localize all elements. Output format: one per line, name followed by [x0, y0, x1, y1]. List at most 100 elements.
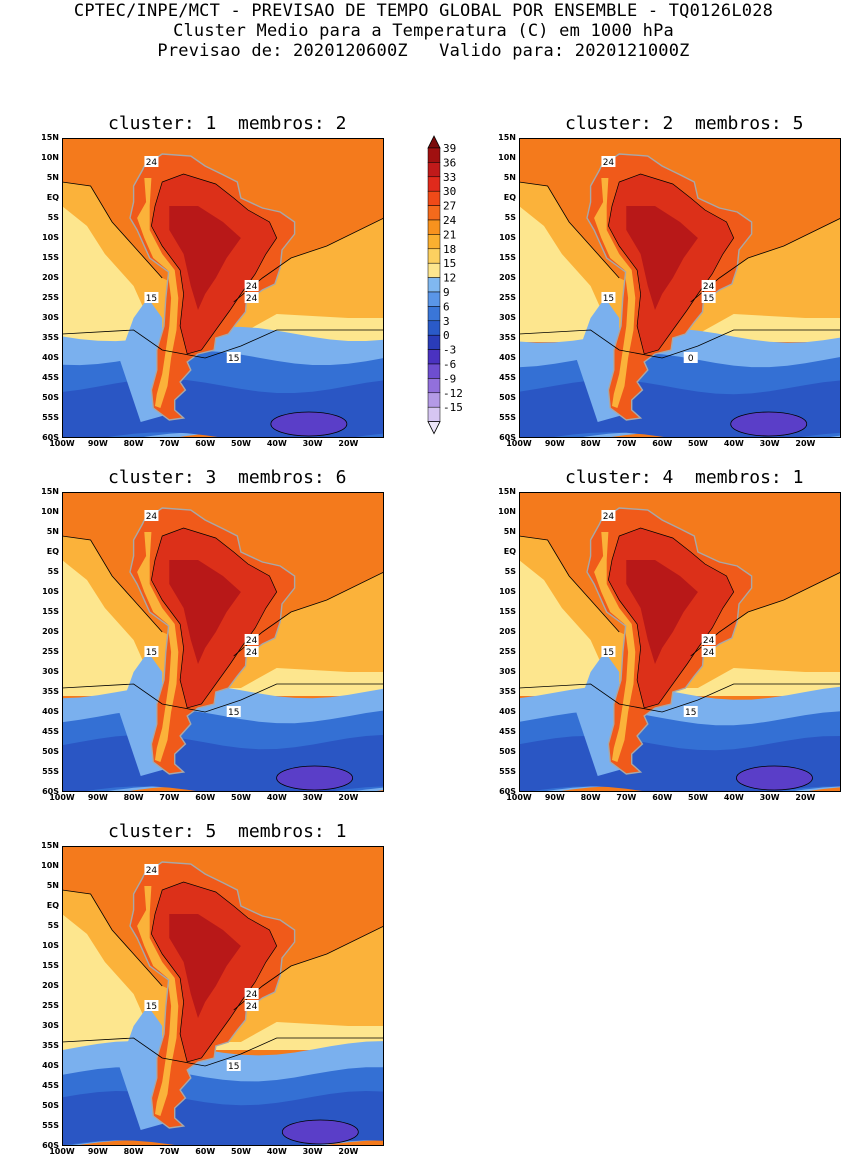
- lat-tick-label: 60S: [42, 433, 59, 442]
- map-frame: [62, 492, 384, 792]
- map-panel-1: 24 24 24 15 15 15N 10N 5N EQ 5S 10S 15S 20S 25S 30S 35S…: [41, 134, 384, 448]
- lat-tick-label: 10N: [41, 153, 59, 162]
- map-frame: [519, 138, 841, 438]
- lat-tick-label: 40S: [42, 707, 59, 716]
- lat-tick-label: 20S: [499, 627, 516, 636]
- svg-text:24: 24: [246, 648, 258, 658]
- lon-tick-label: 30W: [302, 439, 323, 448]
- colorbar-label: -3: [443, 344, 456, 357]
- contour-label: 24: [701, 646, 716, 658]
- map-svg: 24 24 15 15 0: [519, 138, 841, 438]
- svg-text:15: 15: [146, 1002, 157, 1012]
- colorbar-swatch: [427, 306, 441, 322]
- lon-tick-label: 80W: [123, 793, 144, 802]
- lon-tick-label: 90W: [87, 439, 108, 448]
- lat-tick-label: 30S: [42, 667, 59, 676]
- lat-tick-label: 25S: [499, 293, 516, 302]
- colorbar-swatch: [427, 277, 441, 293]
- colorbar-label: 9: [443, 286, 450, 299]
- colorbar-swatch: [427, 219, 441, 235]
- andes-cool-strip: [594, 532, 636, 762]
- map-panel-3: 24 24 24 15 15 15N 10N 5N EQ 5S 10S 15S 20S 25S 30S 35S…: [41, 488, 384, 802]
- lat-tick-label: 10N: [41, 861, 59, 870]
- lon-tick-label: 80W: [123, 1147, 144, 1156]
- lon-tick-label: 30W: [759, 793, 780, 802]
- lon-tick-label: 100W: [506, 439, 532, 448]
- lat-tick-label: 5N: [503, 173, 516, 182]
- lon-tick-label: 30W: [302, 1147, 323, 1156]
- lon-tick-label: 50W: [688, 439, 708, 448]
- colorbar-top-arrow: [427, 135, 441, 149]
- lat-tick-label: 55S: [499, 767, 516, 776]
- lat-tick-label: 50S: [499, 393, 516, 402]
- andes-cool-strip: [137, 178, 179, 408]
- contour-label: 24: [244, 988, 259, 1000]
- colorbar-swatch: [427, 349, 441, 365]
- lat-tick-label: 45S: [499, 373, 516, 382]
- panel-4-title: cluster: 4 membros: 1: [565, 467, 804, 488]
- colorbar-label: -6: [443, 358, 456, 371]
- temp-21-area: [62, 890, 384, 1042]
- lat-tick-label: 15N: [41, 133, 59, 142]
- hottest-interior: [626, 560, 698, 664]
- svg-text:15: 15: [228, 1062, 239, 1072]
- lat-tick-label: 60S: [499, 787, 516, 796]
- colorbar-label: 27: [443, 200, 456, 213]
- lat-tick-label: 35S: [499, 687, 516, 696]
- lon-tick-label: 20W: [338, 439, 359, 448]
- svg-text:24: 24: [603, 512, 615, 522]
- contour-24-west: [519, 181, 620, 279]
- svg-text:24: 24: [246, 990, 258, 1000]
- colorbar-swatch: [427, 162, 441, 178]
- lat-tick-label: 25S: [42, 293, 59, 302]
- lat-tick-label: 5S: [504, 567, 516, 576]
- lon-tick-label: 60W: [652, 793, 673, 802]
- lat-tick-label: 60S: [42, 787, 59, 796]
- contour-label: 24: [244, 1000, 259, 1012]
- lon-tick-label: 100W: [49, 1147, 75, 1156]
- andes-cool-strip: [137, 532, 179, 762]
- hottest-interior: [169, 206, 241, 310]
- contour-label: 24: [701, 280, 716, 292]
- coastline: [129, 861, 296, 1129]
- lat-tick-label: 10N: [498, 507, 516, 516]
- contour-label: 24: [144, 156, 159, 168]
- lat-tick-label: 35S: [42, 1041, 59, 1050]
- coastline: [586, 153, 753, 421]
- lon-tick-label: 40W: [266, 1147, 287, 1156]
- contour-label: 15: [144, 292, 159, 304]
- lat-tick-label: 5N: [46, 173, 59, 182]
- lon-tick-label: 40W: [266, 793, 287, 802]
- colorbar-swatch: [427, 378, 441, 394]
- lon-tick-label: 50W: [231, 793, 251, 802]
- panel-3-title: cluster: 3 membros: 6: [108, 467, 347, 488]
- lat-tick-label: 45S: [42, 1081, 59, 1090]
- svg-text:15: 15: [703, 294, 714, 304]
- lat-tick-label: 50S: [42, 747, 59, 756]
- header-line-1: CPTEC/INPE/MCT - PREVISAO DE TEMPO GLOBA…: [73, 1, 774, 21]
- lat-tick-label: 60S: [42, 1141, 59, 1150]
- contour-15: [519, 329, 841, 359]
- colorbar-label: -9: [443, 372, 456, 385]
- contour-label: 24: [144, 864, 159, 876]
- lon-tick-label: 60W: [195, 793, 216, 802]
- lat-tick-label: EQ: [46, 901, 59, 910]
- header-line-2: Cluster Medio para a Temperatura (C) em …: [173, 21, 674, 41]
- temp-21-area: [62, 536, 384, 688]
- map-svg: 24 24 24 15 15: [519, 492, 841, 792]
- contour-label: 15: [144, 1000, 159, 1012]
- colorbar: 39 36 33 30 27 24 21 18 15 12 9 6 3 0 -3 -6 -9 -12 -15: [424, 134, 494, 444]
- colorbar-label: 3: [443, 315, 450, 328]
- lat-tick-label: 15S: [42, 607, 59, 616]
- coastline: [129, 507, 296, 775]
- lat-tick-label: 10S: [499, 587, 516, 596]
- colorbar-label: 24: [443, 214, 457, 227]
- contour-24-west: [62, 535, 163, 633]
- lat-tick-label: 15N: [41, 841, 59, 850]
- panel-1-title: cluster: 1 membros: 2: [108, 113, 347, 134]
- lat-tick-label: 30S: [499, 667, 516, 676]
- hottest-interior: [169, 914, 241, 1018]
- contour-label: 15: [601, 646, 616, 658]
- colorbar-swatch: [427, 291, 441, 307]
